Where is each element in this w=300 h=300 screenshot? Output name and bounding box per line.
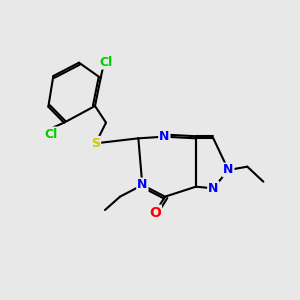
Text: N: N — [208, 182, 218, 195]
Text: N: N — [159, 130, 169, 143]
Text: O: O — [149, 206, 161, 220]
Text: N: N — [137, 178, 148, 191]
Text: N: N — [223, 164, 233, 176]
Text: Cl: Cl — [99, 56, 113, 69]
Text: S: S — [91, 137, 100, 150]
Text: Cl: Cl — [44, 128, 58, 141]
